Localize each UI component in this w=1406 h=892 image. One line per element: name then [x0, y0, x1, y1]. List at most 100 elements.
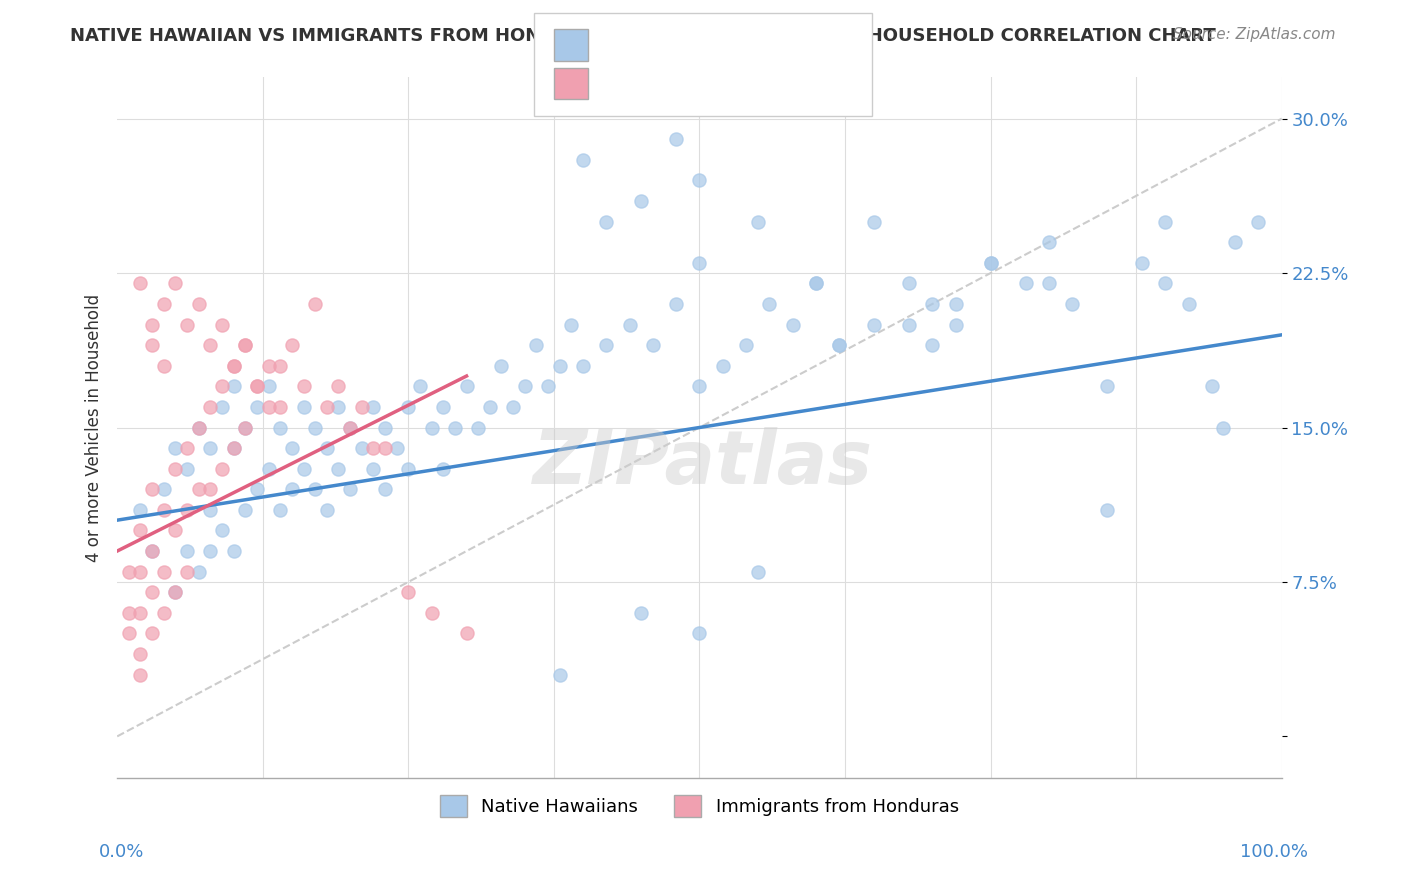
- Text: R =: R =: [598, 36, 637, 54]
- Point: [1038, 277, 1060, 291]
- Point: [630, 194, 652, 208]
- Point: [374, 420, 396, 434]
- Point: [118, 606, 141, 620]
- Point: [1154, 214, 1177, 228]
- Point: [246, 483, 269, 497]
- Text: 0.389: 0.389: [640, 76, 697, 94]
- Point: [222, 379, 245, 393]
- Point: [328, 379, 350, 393]
- Point: [211, 318, 233, 332]
- Point: [281, 338, 304, 352]
- Point: [141, 544, 163, 558]
- Point: [350, 441, 373, 455]
- Point: [328, 400, 350, 414]
- Point: [304, 483, 326, 497]
- Point: [328, 461, 350, 475]
- Point: [176, 544, 198, 558]
- Point: [304, 297, 326, 311]
- Point: [222, 359, 245, 373]
- Point: [804, 277, 827, 291]
- Legend: Native Hawaiians, Immigrants from Honduras: Native Hawaiians, Immigrants from Hondur…: [433, 788, 966, 824]
- Point: [246, 379, 269, 393]
- Point: [315, 503, 337, 517]
- Point: [548, 359, 571, 373]
- Point: [688, 256, 710, 270]
- Point: [129, 503, 152, 517]
- Point: [526, 338, 548, 352]
- Point: [467, 420, 489, 434]
- Point: [396, 461, 419, 475]
- Point: [420, 606, 443, 620]
- Point: [165, 585, 187, 599]
- Point: [269, 420, 291, 434]
- Point: [630, 606, 652, 620]
- Point: [257, 461, 280, 475]
- Point: [502, 400, 524, 414]
- Point: [1154, 277, 1177, 291]
- Point: [118, 626, 141, 640]
- Point: [374, 483, 396, 497]
- Point: [828, 338, 851, 352]
- Point: [921, 338, 943, 352]
- Point: [747, 214, 769, 228]
- Point: [165, 277, 187, 291]
- Point: [211, 379, 233, 393]
- Point: [257, 379, 280, 393]
- Point: [513, 379, 536, 393]
- Point: [444, 420, 467, 434]
- Point: [129, 647, 152, 661]
- Point: [1247, 214, 1270, 228]
- Point: [129, 606, 152, 620]
- Point: [619, 318, 641, 332]
- Point: [233, 503, 256, 517]
- Point: [233, 338, 256, 352]
- Point: [747, 565, 769, 579]
- Point: [1223, 235, 1246, 249]
- Text: R =: R =: [598, 76, 637, 94]
- Text: 0.0%: 0.0%: [98, 843, 143, 861]
- Point: [187, 483, 209, 497]
- Text: 61: 61: [763, 76, 789, 94]
- Point: [409, 379, 432, 393]
- Point: [222, 544, 245, 558]
- Point: [292, 379, 315, 393]
- Point: [315, 400, 337, 414]
- Point: [233, 338, 256, 352]
- Point: [396, 400, 419, 414]
- Point: [281, 441, 304, 455]
- Point: [246, 379, 269, 393]
- Point: [980, 256, 1002, 270]
- Point: [1130, 256, 1153, 270]
- Point: [898, 277, 921, 291]
- Text: 113: 113: [763, 36, 801, 54]
- Point: [420, 420, 443, 434]
- Point: [141, 544, 163, 558]
- Point: [572, 153, 595, 167]
- Point: [688, 626, 710, 640]
- Text: N =: N =: [724, 36, 763, 54]
- Point: [222, 359, 245, 373]
- Point: [211, 461, 233, 475]
- Y-axis label: 4 or more Vehicles in Household: 4 or more Vehicles in Household: [86, 293, 103, 562]
- Point: [200, 441, 222, 455]
- Point: [211, 400, 233, 414]
- Point: [152, 503, 174, 517]
- Point: [281, 483, 304, 497]
- Text: 0.304: 0.304: [640, 36, 696, 54]
- Point: [688, 379, 710, 393]
- Text: NATIVE HAWAIIAN VS IMMIGRANTS FROM HONDURAS 4 OR MORE VEHICLES IN HOUSEHOLD CORR: NATIVE HAWAIIAN VS IMMIGRANTS FROM HONDU…: [70, 27, 1216, 45]
- Point: [339, 420, 361, 434]
- Point: [165, 524, 187, 538]
- Point: [187, 565, 209, 579]
- Point: [152, 483, 174, 497]
- Point: [1201, 379, 1223, 393]
- Point: [595, 214, 617, 228]
- Point: [385, 441, 408, 455]
- Point: [945, 297, 967, 311]
- Point: [129, 565, 152, 579]
- Point: [129, 667, 152, 681]
- Point: [141, 318, 163, 332]
- Point: [863, 318, 886, 332]
- Point: [152, 359, 174, 373]
- Point: [921, 297, 943, 311]
